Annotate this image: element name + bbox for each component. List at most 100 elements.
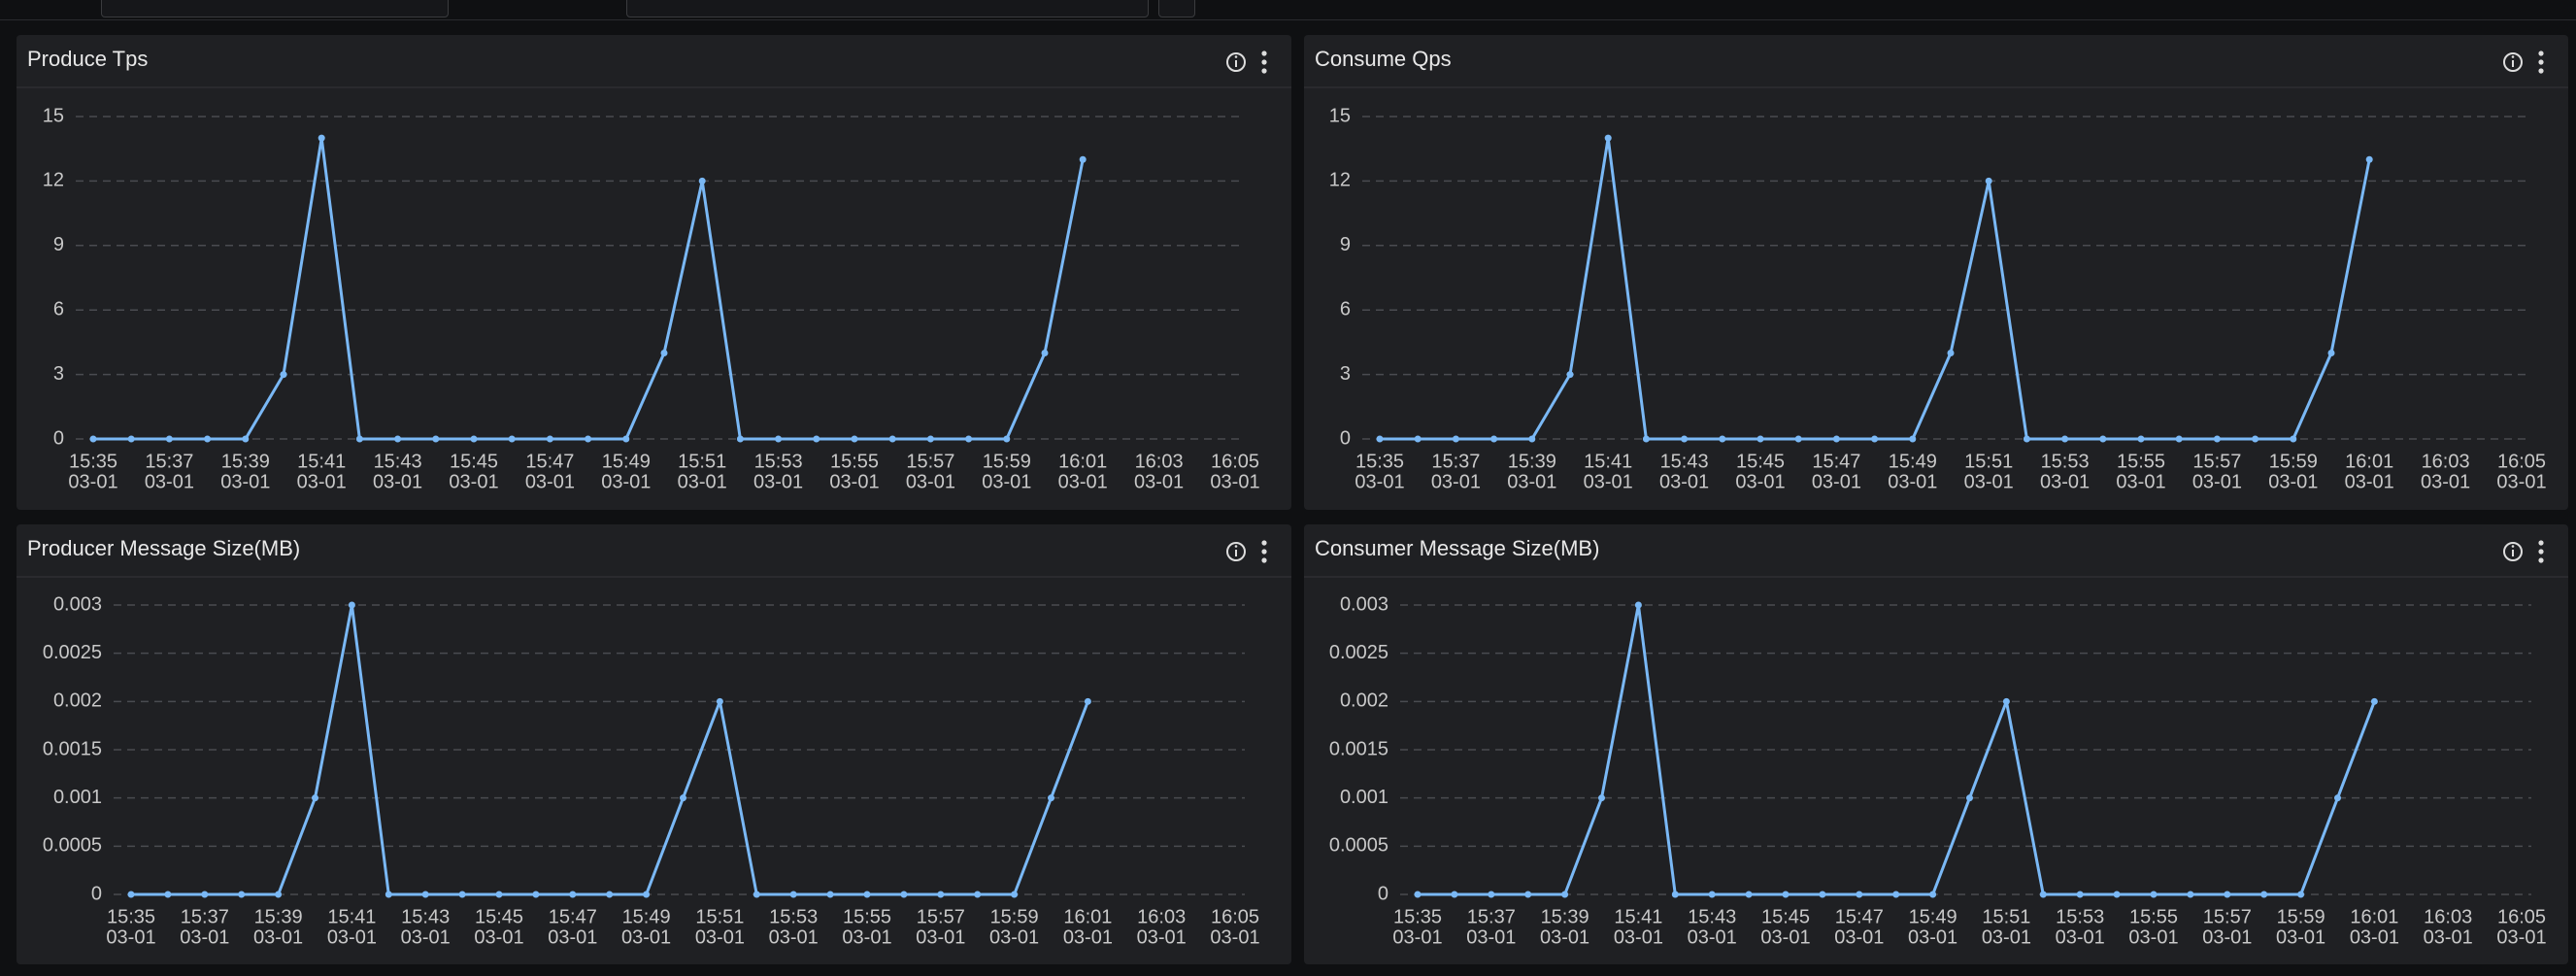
data-point — [201, 891, 209, 898]
menu-dot[interactable] — [1261, 540, 1267, 546]
x-tick-date: 03-01 — [1908, 926, 1957, 948]
x-tick-label: 15:43 — [401, 906, 450, 927]
x-tick-label: 15:39 — [254, 906, 303, 927]
data-point — [1756, 435, 1764, 443]
data-point — [2039, 891, 2047, 898]
data-point — [495, 891, 503, 898]
data-point — [312, 794, 318, 802]
x-tick-date: 03-01 — [180, 926, 229, 948]
input[interactable] — [626, 0, 1149, 17]
x-tick-date: 03-01 — [1355, 471, 1404, 492]
y-tick-label: 0.0005 — [1329, 835, 1388, 857]
menu-dot[interactable] — [2538, 549, 2544, 555]
info-icon[interactable] — [1226, 52, 1246, 72]
data-point — [204, 435, 212, 443]
menu-dot[interactable] — [2538, 557, 2544, 563]
data-point — [1084, 697, 1091, 705]
menu-dot[interactable] — [1261, 68, 1267, 74]
x-tick-date: 03-01 — [2276, 926, 2325, 948]
x-tick-label: 15:39 — [1541, 906, 1589, 927]
x-tick-date: 03-01 — [2128, 926, 2178, 948]
data-point — [1490, 435, 1498, 443]
chart: Consumer Message Size(MB) 0 0.0005 0.001 0.0… — [1304, 536, 2568, 948]
data-point — [1819, 891, 1826, 898]
data-point — [1871, 435, 1879, 443]
x-tick-label: 15:57 — [917, 906, 965, 927]
x-tick-date: 03-01 — [2496, 471, 2546, 492]
x-tick-label: 15:37 — [1467, 906, 1516, 927]
menu-dot[interactable] — [2538, 59, 2544, 65]
x-tick-label: 16:05 — [1211, 451, 1259, 472]
y-tick-label: 3 — [53, 363, 64, 385]
button[interactable] — [1158, 0, 1195, 17]
menu-dot[interactable] — [2538, 68, 2544, 74]
x-tick-date: 03-01 — [2496, 926, 2546, 948]
menu-dot[interactable] — [1261, 557, 1267, 563]
x-tick-date: 03-01 — [474, 926, 523, 948]
x-tick-label: 15:37 — [145, 451, 193, 472]
series-line — [93, 136, 1085, 441]
data-point — [238, 891, 246, 898]
y-tick-label: 0.001 — [1340, 787, 1388, 808]
info-icon[interactable] — [2503, 52, 2523, 72]
x-tick-label: 15:43 — [1688, 906, 1736, 927]
x-tick-label: 15:41 — [327, 906, 376, 927]
x-tick-label: 16:05 — [1211, 906, 1259, 927]
menu-dot[interactable] — [2538, 540, 2544, 546]
data-point — [1528, 435, 1536, 443]
chart: Consume Qps0369121515:3503-0115:3703-011… — [1304, 47, 2568, 492]
data-point — [1947, 349, 1955, 356]
info-icon[interactable] — [1226, 542, 1246, 561]
x-tick-date: 03-01 — [2421, 471, 2470, 492]
input[interactable] — [101, 0, 449, 17]
x-tick-label: 15:49 — [622, 906, 671, 927]
menu-dot[interactable] — [1261, 549, 1267, 555]
data-point — [1598, 794, 1605, 802]
x-tick-date: 03-01 — [1063, 926, 1113, 948]
chart: Producer Message Size(MB) 0 0.0005 0.001 0.0… — [17, 536, 1291, 948]
x-tick-label: 15:55 — [2129, 906, 2178, 927]
data-point — [1451, 891, 1458, 898]
data-point — [280, 371, 287, 379]
x-tick-date: 03-01 — [1982, 926, 2031, 948]
data-point — [851, 435, 858, 443]
x-tick-date: 03-01 — [220, 471, 270, 492]
x-tick-label: 15:55 — [830, 451, 879, 472]
data-point — [546, 435, 553, 443]
x-tick-date: 03-01 — [842, 926, 891, 948]
x-tick-date: 03-01 — [2424, 926, 2473, 948]
x-tick-label: 15:45 — [450, 451, 498, 472]
menu-dot[interactable] — [2538, 50, 2544, 56]
x-tick-label: 16:05 — [2497, 906, 2546, 927]
x-tick-date: 03-01 — [982, 471, 1031, 492]
data-point — [318, 134, 325, 142]
menu-dot[interactable] — [1261, 59, 1267, 65]
data-point — [348, 601, 355, 609]
data-point — [716, 697, 723, 705]
x-tick-label: 15:57 — [906, 451, 954, 472]
menu-dot[interactable] — [1261, 50, 1267, 56]
data-point — [1011, 891, 1019, 898]
data-point — [2099, 435, 2107, 443]
data-point — [2252, 435, 2259, 443]
y-tick-label: 0.0005 — [43, 835, 102, 857]
x-tick-date: 03-01 — [916, 926, 965, 948]
data-point — [1892, 891, 1900, 898]
x-tick-label: 16:01 — [1063, 906, 1112, 927]
x-tick-label: 15:59 — [2269, 451, 2318, 472]
x-tick-label: 15:39 — [221, 451, 270, 472]
x-tick-date: 03-01 — [753, 471, 803, 492]
y-tick-label: 0 — [1340, 427, 1351, 449]
y-tick-label: 9 — [1340, 234, 1351, 255]
x-tick-label: 15:59 — [990, 906, 1039, 927]
y-tick-label: 0 — [53, 427, 64, 449]
data-point — [2113, 891, 2121, 898]
y-tick-label: 0.002 — [53, 690, 102, 712]
data-point — [532, 891, 540, 898]
info-icon[interactable] — [2503, 542, 2523, 561]
y-tick-label: 15 — [1329, 105, 1351, 126]
x-tick-label: 15:57 — [2192, 451, 2241, 472]
x-tick-label: 15:37 — [181, 906, 229, 927]
x-tick-date: 03-01 — [678, 471, 727, 492]
x-tick-date: 03-01 — [601, 471, 651, 492]
